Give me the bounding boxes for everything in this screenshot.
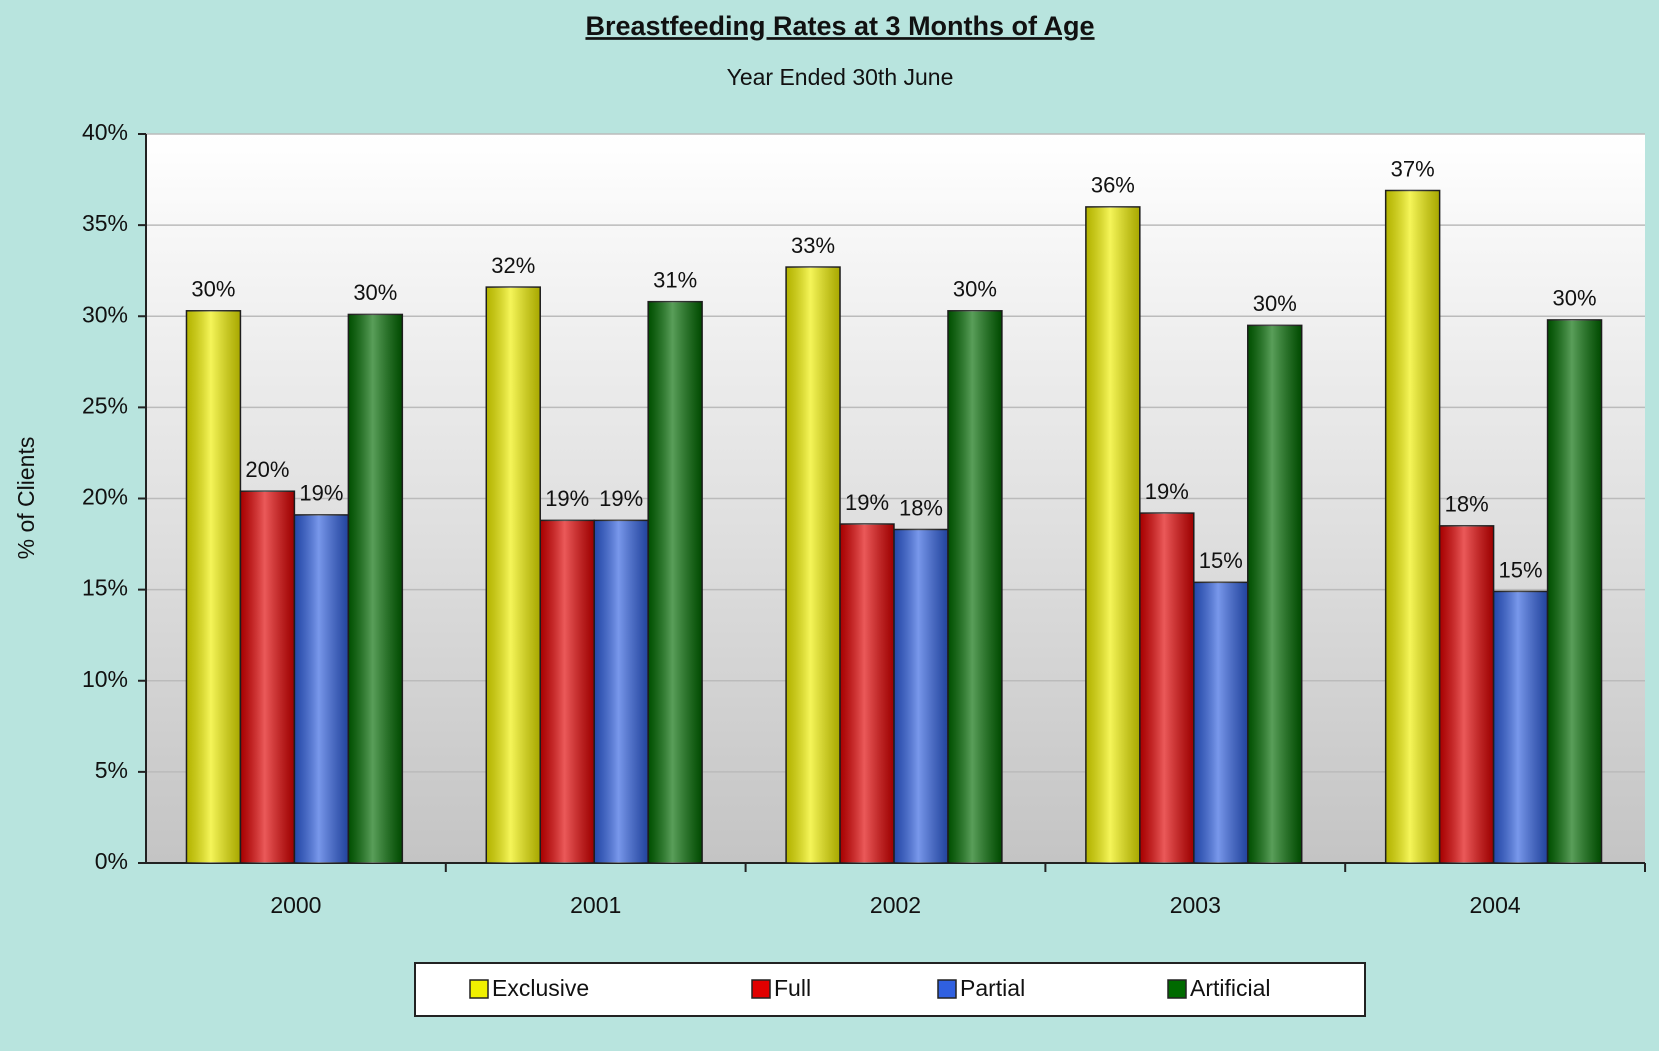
value-label: 36% (1091, 173, 1135, 198)
bar-shine (1385, 190, 1440, 863)
value-label: 19% (545, 486, 589, 511)
value-label: 15% (1199, 548, 1243, 573)
legend-swatch (1167, 979, 1187, 999)
legend-label: Exclusive (492, 975, 589, 1001)
x-tick-label: 2002 (870, 892, 921, 918)
legend-swatch (469, 979, 489, 999)
bar-shine (894, 529, 948, 863)
y-tick-label: 5% (95, 757, 128, 783)
y-tick-label: 40% (82, 119, 128, 145)
bar-shine (648, 301, 703, 863)
x-tick-label: 2004 (1470, 892, 1521, 918)
legend-swatch (751, 979, 771, 999)
value-label: 31% (653, 267, 697, 292)
x-tick-label: 2003 (1170, 892, 1221, 918)
value-label: 19% (599, 486, 643, 511)
bar-shine (240, 491, 295, 863)
value-label: 20% (245, 457, 289, 482)
bar-shine (1247, 325, 1302, 863)
bar-shine (1547, 319, 1602, 863)
chart-title: Breastfeeding Rates at 3 Months of Age (585, 11, 1094, 41)
legend-label: Full (774, 975, 811, 1001)
y-tick-label: 25% (82, 392, 128, 418)
y-tick-label: 20% (82, 484, 128, 510)
value-label: 33% (791, 233, 835, 258)
legend-swatch (937, 979, 957, 999)
value-label: 30% (1553, 286, 1597, 311)
value-label: 18% (899, 495, 943, 520)
value-label: 19% (845, 490, 889, 515)
y-tick-label: 15% (82, 575, 128, 601)
value-label: 18% (1445, 492, 1489, 517)
y-tick-label: 0% (95, 848, 128, 874)
value-label: 30% (191, 277, 235, 302)
value-label: 30% (953, 277, 997, 302)
x-tick-label: 2001 (570, 892, 621, 918)
legend-label: Artificial (1190, 975, 1271, 1001)
legend (414, 962, 1366, 1017)
bar-shine (786, 267, 841, 864)
y-tick-label: 10% (82, 666, 128, 692)
bar-shine (1085, 206, 1140, 863)
bar-shine (486, 287, 541, 864)
value-label: 15% (1499, 557, 1543, 582)
value-label: 32% (491, 253, 535, 278)
y-tick-label: 30% (82, 301, 128, 327)
value-label: 37% (1391, 156, 1435, 181)
bar-shine (348, 314, 403, 863)
bar-shine (947, 310, 1002, 864)
bar-shine (594, 520, 649, 863)
value-label: 19% (1145, 479, 1189, 504)
bar-shine (1439, 525, 1494, 863)
chart-subtitle: Year Ended 30th June (727, 64, 954, 90)
value-label: 19% (299, 481, 343, 506)
value-label: 30% (353, 280, 397, 305)
y-tick-label: 35% (82, 210, 128, 236)
bar-shine (294, 514, 349, 863)
bar-shine (1493, 591, 1548, 863)
y-axis-label: % of Clients (13, 437, 39, 560)
bar-shine (1193, 582, 1248, 863)
x-tick-label: 2000 (270, 892, 321, 918)
bar-shine (1139, 513, 1194, 863)
legend-label: Partial (960, 975, 1025, 1001)
value-label: 30% (1253, 291, 1297, 316)
bar-shine (186, 310, 241, 864)
bar-shine (840, 524, 895, 863)
bar-shine (540, 520, 595, 863)
